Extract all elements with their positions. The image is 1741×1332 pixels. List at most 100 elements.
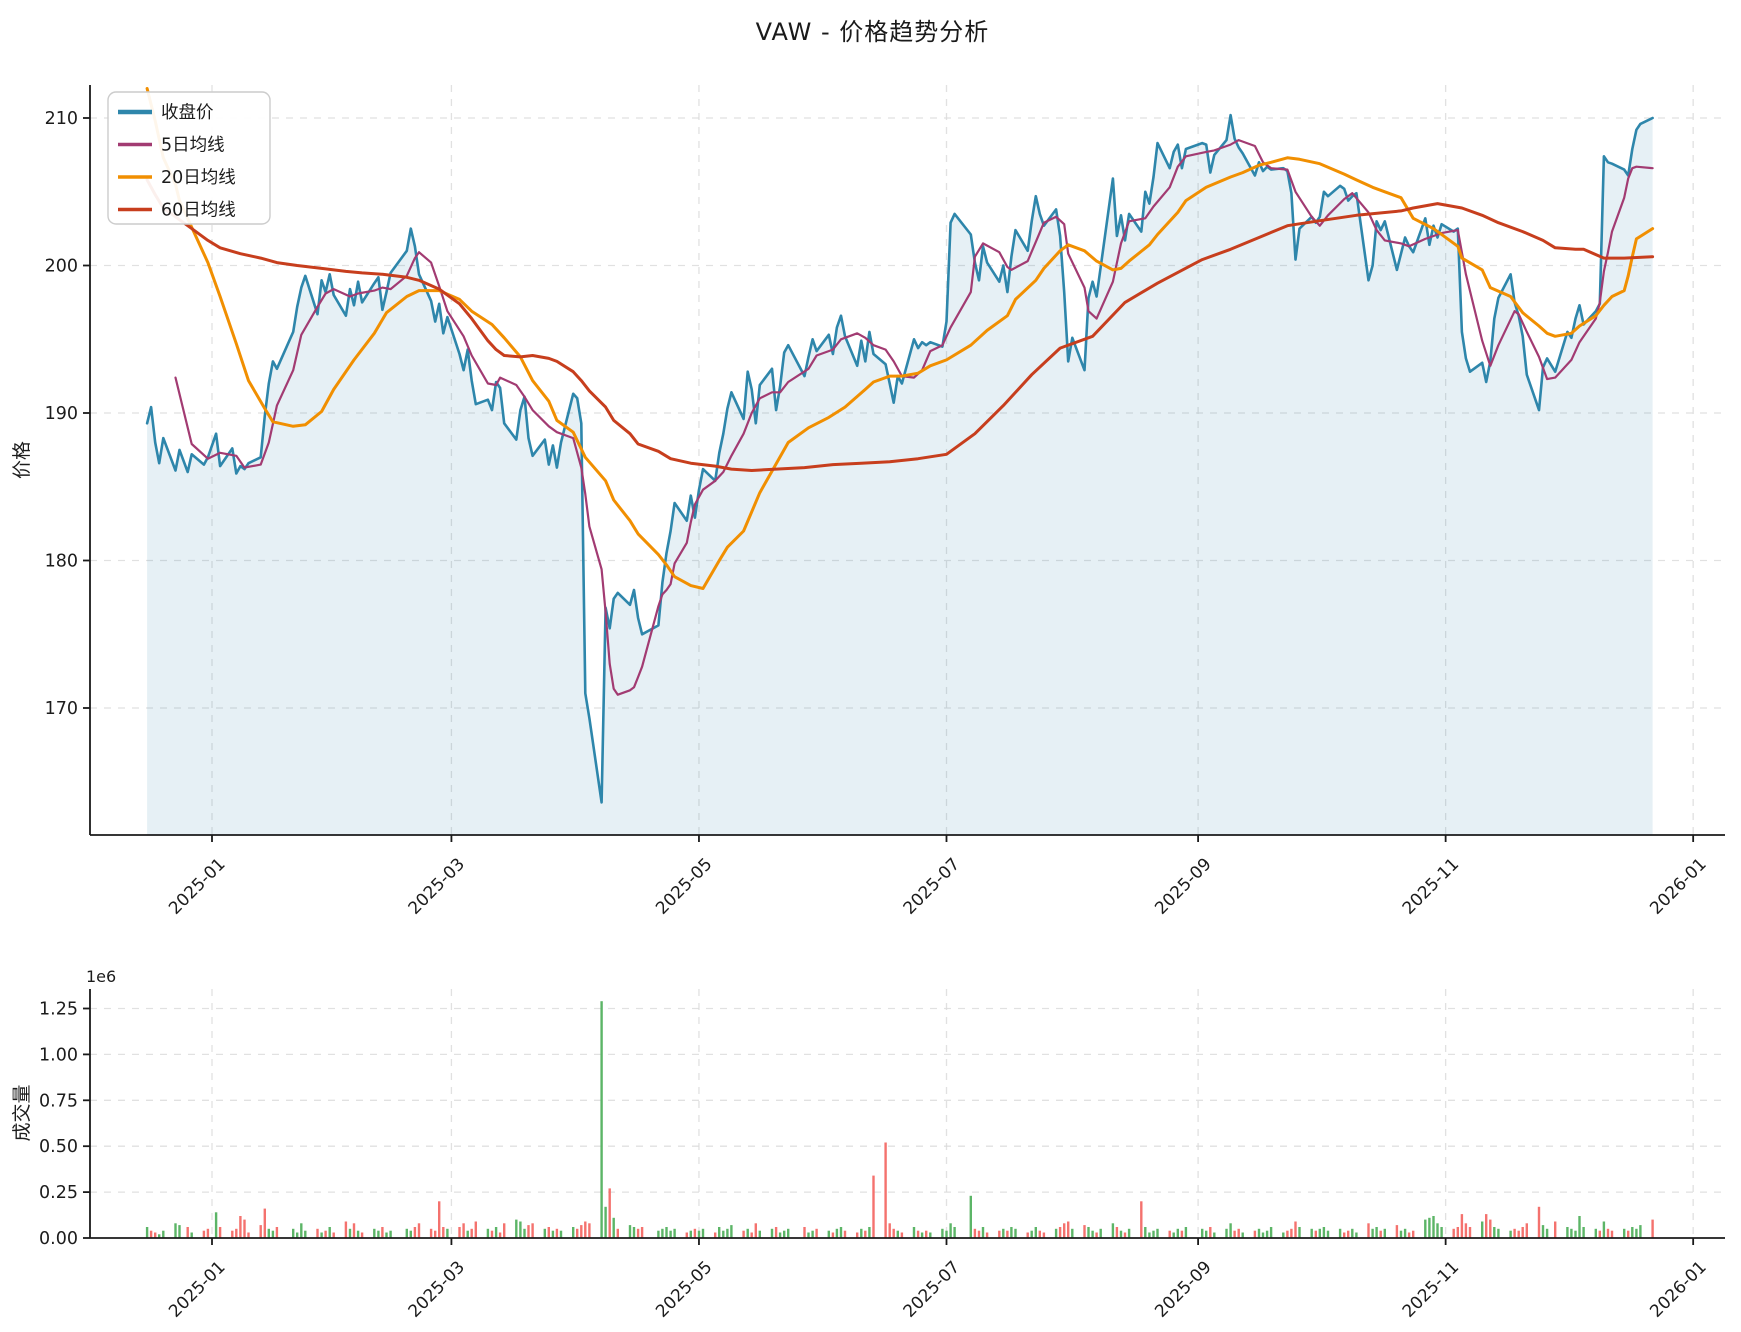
volume-bar-down — [352, 1223, 356, 1238]
volume-bar-up — [1403, 1228, 1407, 1238]
volume-bar-up — [722, 1230, 725, 1238]
volume-bar-up — [1635, 1228, 1638, 1238]
volume-bar-up — [665, 1227, 668, 1238]
volume-bar-down — [1517, 1230, 1520, 1238]
volume-bar-up — [523, 1228, 526, 1238]
volume-bar-down — [608, 1188, 611, 1238]
volume-bar-up — [1594, 1228, 1597, 1238]
volume-bar-up — [669, 1230, 672, 1238]
volume-bar-down — [202, 1230, 206, 1238]
volume-bar-down — [1042, 1232, 1046, 1238]
volume-bar-up — [1355, 1232, 1358, 1238]
volume-bar-down — [235, 1228, 238, 1238]
x-tick-label: 2025-11 — [1399, 1257, 1463, 1321]
volume-bar-down — [815, 1228, 818, 1238]
volume-bar-up — [1148, 1232, 1151, 1238]
volume-bar-up — [1010, 1227, 1013, 1238]
price-tick-label: 180 — [45, 552, 78, 572]
volume-bar-down — [1209, 1227, 1212, 1238]
volume-bar-down — [1627, 1230, 1630, 1238]
volume-bar-up — [701, 1228, 705, 1238]
volume-bar-up — [214, 1212, 218, 1238]
volume-bar-up — [389, 1230, 392, 1238]
volume-bar-down — [580, 1225, 583, 1238]
volume-bar-up — [373, 1228, 376, 1238]
volume-bar-up — [1229, 1223, 1232, 1238]
volume-bar-up — [1623, 1228, 1626, 1238]
x-tick-label: 2025-05 — [652, 854, 716, 918]
volume-bar-up — [1322, 1227, 1326, 1238]
volume-bar-down — [1598, 1230, 1601, 1238]
volume-bar-down — [1513, 1228, 1516, 1238]
volume-bar-up — [145, 1227, 149, 1238]
volume-bar-down — [714, 1232, 717, 1238]
volume-bar-down — [925, 1230, 928, 1238]
volume-bar-down — [616, 1228, 619, 1238]
volume-bar-up — [572, 1227, 575, 1238]
volume-bar-down — [872, 1175, 875, 1238]
volume-bar-up — [1318, 1228, 1321, 1238]
volume-bar-up — [348, 1228, 352, 1238]
volume-bar-up — [787, 1228, 790, 1238]
volume-bar-down — [1606, 1228, 1610, 1238]
volume-bar-up — [746, 1228, 749, 1238]
x-tick-label: 2025-05 — [652, 1257, 716, 1321]
volume-bar-down — [985, 1232, 989, 1238]
volume-bar-up — [1030, 1230, 1033, 1238]
volume-bar-down — [239, 1216, 242, 1238]
volume-bar-down — [843, 1230, 847, 1238]
volume-axis-label: 成交量 — [11, 1084, 33, 1141]
volume-bar-down — [774, 1227, 778, 1238]
volume-tick-label: 0.50 — [39, 1137, 78, 1157]
volume-bar-down — [275, 1227, 279, 1238]
volume-bar-up — [385, 1232, 388, 1238]
price-tick-label: 210 — [45, 109, 78, 129]
volume-bar-down — [324, 1230, 327, 1238]
legend-box — [107, 91, 271, 225]
volume-bar-down — [1412, 1230, 1415, 1238]
volume-bar-down — [1452, 1228, 1455, 1238]
volume-bar-up — [267, 1228, 270, 1238]
volume-bar-down — [1115, 1227, 1119, 1238]
volume-bar-up — [543, 1228, 546, 1238]
volume-bar-down — [1294, 1221, 1297, 1238]
volume-bar-down — [1367, 1223, 1370, 1238]
volume-bar-up — [1574, 1230, 1577, 1238]
x-tick-label: 2025-03 — [405, 1257, 469, 1321]
close-area-fill — [147, 115, 1653, 836]
volume-bar-down — [360, 1232, 364, 1238]
volume-bar-up — [697, 1230, 701, 1238]
ma5-line — [174, 139, 1654, 696]
volume-bar-up — [304, 1230, 307, 1238]
volume-bar-up — [981, 1227, 985, 1238]
volume-bar-down — [218, 1227, 222, 1238]
volume-bar-down — [1286, 1230, 1289, 1238]
volume-bar-up — [807, 1232, 810, 1238]
volume-bar-down — [1456, 1227, 1459, 1238]
volume-bar-up — [945, 1230, 948, 1238]
volume-bar-down — [1233, 1230, 1236, 1238]
x-tick-label: 2025-09 — [1151, 1257, 1215, 1321]
volume-bar-down — [438, 1201, 441, 1238]
volume-bar-down — [1168, 1230, 1171, 1238]
price-axis-label: 价格 — [11, 441, 33, 479]
volume-bar-down — [636, 1228, 640, 1238]
volume-bar-down — [154, 1232, 157, 1238]
volume-bar-down — [442, 1227, 445, 1238]
volume-bar-up — [1213, 1232, 1216, 1238]
legend-label-ma60: 60日均线 — [161, 201, 236, 221]
legend-label-ma5: 5日均线 — [161, 136, 225, 156]
price-tick-label: 190 — [45, 404, 78, 424]
price-grid — [90, 85, 1725, 835]
volume-bar-up — [162, 1230, 165, 1238]
volume-bar-down — [998, 1230, 1001, 1238]
volume-bar-up — [377, 1230, 380, 1238]
volume-bar-down — [685, 1232, 688, 1238]
volume-bar-down — [206, 1228, 210, 1238]
volume-bar-down — [1610, 1230, 1614, 1238]
volume-bar-down — [458, 1227, 461, 1238]
volume-bar-down — [1554, 1221, 1557, 1238]
volume-bar-down — [1006, 1230, 1009, 1238]
legend: 收盘价 5日均线 20日均线 60日均线 — [107, 91, 271, 225]
volume-tick-label: 0.00 — [39, 1229, 78, 1249]
